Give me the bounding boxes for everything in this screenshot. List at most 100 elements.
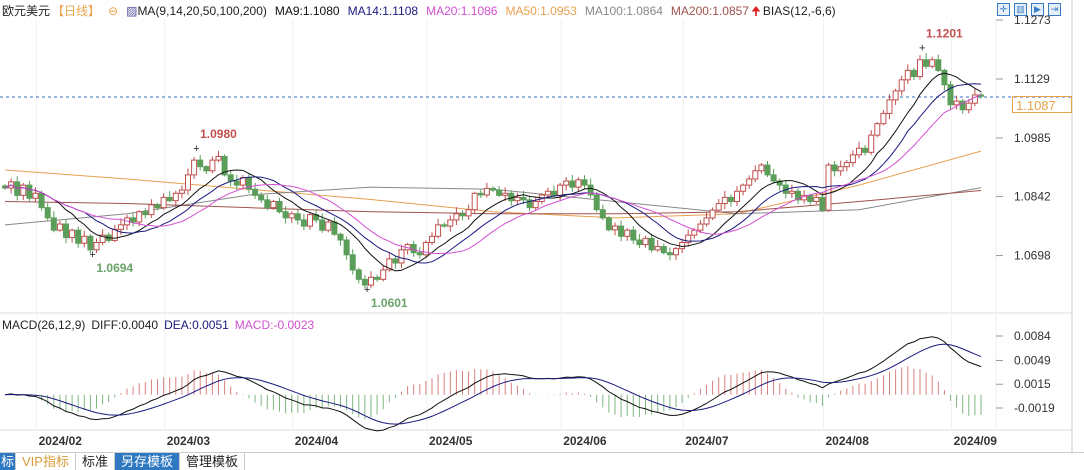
x-tick-label: 2024/03 [167,434,211,448]
ma50-value: MA50:1.0953 [505,4,577,18]
candle [843,159,850,172]
candle [709,207,716,221]
candle-body [734,190,740,203]
candle [837,160,844,176]
candle [392,255,399,269]
candle [642,235,649,248]
candle-body [648,237,655,251]
candle-body [557,184,564,196]
candle-body [136,211,143,223]
candle [862,145,869,156]
candle-body [514,196,521,202]
candle-body [270,201,277,209]
candle-body [307,214,313,227]
candle [581,175,588,189]
candle [673,246,679,260]
x-tick-label: 2024/04 [295,434,339,448]
candle [795,188,801,204]
chart-header: 欧元美元 【日线】 ⊖ ▨MA(9,14,20,50,100,200) MA9:1.10… [2,2,844,23]
candle [319,213,326,233]
candle [758,162,765,174]
candle [660,243,667,255]
manage-template-button[interactable]: 管理模板 [180,453,246,470]
candle [666,247,673,261]
tab-standard[interactable]: 标准 [76,453,115,470]
candle-body [654,246,661,251]
candle-body [630,229,637,241]
candle [612,222,618,236]
candle [953,95,960,110]
period-label[interactable]: 【日线】 [52,4,101,18]
extreme-marker: + [193,143,199,155]
ma200-line [4,189,982,215]
scroll-right-icon[interactable]: ⇥ [1048,3,1061,16]
candle [142,208,149,219]
candle [764,160,771,178]
candle-body [343,239,350,256]
candle [721,190,728,210]
minus-circle-icon[interactable]: ⊖ [108,4,119,18]
candle [715,198,722,212]
candle [599,204,606,221]
macd-value: MACD:-0.0023 [234,318,315,332]
candle [880,109,887,126]
tab-vip-indicators[interactable]: VIP指标 [16,453,76,470]
candle-body [837,166,844,172]
candle [874,122,881,138]
candle [703,211,710,227]
candle [831,160,838,177]
candle-body [923,59,930,67]
candle [886,94,893,119]
crosshair-icon[interactable]: ✛ [997,3,1010,16]
candle [532,196,539,211]
candle [605,216,612,232]
y-tick-label: 1.0842 [1014,190,1051,204]
y-tick-label: 1.1129 [1014,72,1050,86]
candle [148,199,155,218]
candle [551,185,557,197]
candle-body [215,155,222,161]
candle-body [465,209,472,217]
candle [166,191,173,203]
candle [441,222,448,228]
candle [685,229,692,247]
candle [636,233,643,249]
candle [868,130,875,155]
up-arrow-icon[interactable]: 🠉 [750,4,761,18]
extreme-marker: + [89,249,95,261]
candle-body [233,180,240,186]
candle-body [752,170,759,180]
x-tick-label: 2024/07 [685,434,729,448]
candle-body [612,225,618,231]
candle-body [459,213,466,217]
candle [44,203,51,221]
candle-body [209,159,216,172]
candle-body [618,225,625,237]
candle [398,244,405,269]
candle-body [63,223,69,239]
save-template-button[interactable]: 另存模板 [115,453,181,470]
candle-body [685,234,692,243]
candle-body [355,269,362,280]
candle-body [496,189,503,196]
candle-body [361,278,368,286]
candle [380,265,387,282]
zoom-out-icon[interactable]: ▶ [1031,3,1044,16]
candle [20,182,27,200]
candle-body [666,252,673,256]
candle [69,228,76,243]
candle-body [294,213,301,221]
tab-indicator[interactable]: 标 [0,453,17,470]
zoom-in-icon[interactable]: ▥ [1014,3,1027,16]
candle-body [544,190,551,196]
candle [965,99,972,114]
candle [502,187,509,201]
candle [331,216,338,236]
extreme-marker: + [364,284,370,296]
candle-body [795,190,801,201]
indicator-icon[interactable]: ▨ [126,4,138,18]
candle-body [660,246,667,254]
candle-body [374,276,381,280]
candle [752,165,759,183]
candlestick-chart[interactable]: 2024/02 2024/03 2024/04 2024/05 2024/06 2024/… [0,0,1084,452]
